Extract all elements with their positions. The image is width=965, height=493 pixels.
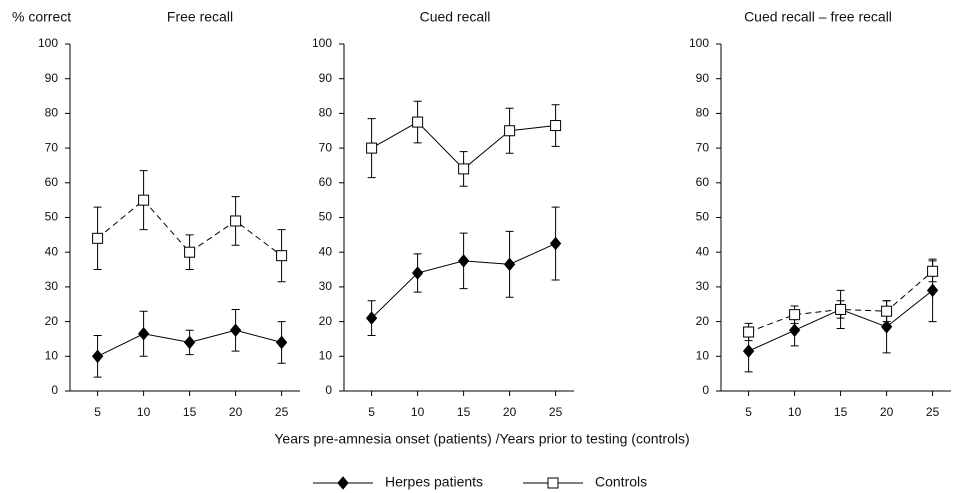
data-point (880, 320, 893, 334)
data-point (926, 283, 939, 298)
data-point (92, 232, 104, 244)
x-tick-label: 20 (880, 405, 894, 419)
y-tick-label: 70 (45, 140, 59, 154)
data-point (742, 344, 755, 358)
y-tick-label: 20 (319, 314, 333, 328)
y-tick-label: 80 (45, 106, 59, 120)
panel-title: Cued recall – free recall (744, 9, 892, 25)
y-tick-label: 10 (45, 348, 59, 362)
x-tick-label: 15 (834, 405, 848, 419)
x-tick-label: 20 (503, 405, 517, 419)
data-point (366, 142, 378, 154)
y-tick-label: 80 (696, 106, 710, 120)
y-tick-label: 0 (702, 383, 709, 397)
legend-label: Herpes patients (385, 474, 483, 490)
y-tick-label: 40 (319, 244, 333, 258)
y-tick-label: 50 (319, 210, 333, 224)
y-tick-label: 10 (696, 348, 710, 362)
y-tick-label: 70 (696, 140, 710, 154)
data-point (184, 246, 196, 258)
data-point (138, 194, 150, 206)
data-point (549, 236, 562, 251)
legend-label: Controls (595, 474, 647, 490)
x-tick-label: 5 (94, 405, 101, 419)
y-tick-label: 40 (696, 244, 710, 258)
data-point (275, 335, 288, 350)
y-tick-label: 20 (696, 314, 710, 328)
data-point (743, 326, 755, 338)
y-tick-label: 90 (45, 71, 59, 85)
x-tick-label: 10 (788, 405, 802, 419)
y-tick-label: 60 (696, 175, 710, 189)
data-point (230, 215, 242, 227)
y-axis-label: % correct (12, 9, 71, 25)
x-tick-label: 25 (275, 405, 289, 419)
data-point (411, 266, 424, 280)
y-tick-label: 0 (325, 383, 332, 397)
data-point (458, 163, 470, 175)
y-tick-label: 60 (319, 175, 333, 189)
x-tick-label: 10 (411, 405, 425, 419)
data-point (503, 257, 516, 272)
data-point (412, 116, 424, 128)
x-tick-label: 5 (368, 405, 375, 419)
y-tick-label: 100 (689, 36, 709, 50)
data-point (183, 335, 196, 350)
y-tick-label: 60 (45, 175, 59, 189)
data-point (91, 349, 104, 364)
panel-title: Free recall (167, 9, 233, 25)
x-tick-label: 25 (926, 405, 940, 419)
data-point (137, 326, 150, 341)
y-tick-label: 30 (696, 279, 710, 293)
y-tick-label: 20 (45, 314, 59, 328)
data-point (550, 120, 562, 132)
data-point (835, 303, 847, 315)
data-point (927, 265, 939, 277)
x-tick-label: 10 (137, 405, 151, 419)
y-tick-label: 0 (51, 383, 58, 397)
data-point (881, 305, 893, 317)
panel-title: Cued recall (420, 9, 491, 25)
x-tick-label: 25 (549, 405, 563, 419)
y-tick-label: 100 (312, 36, 332, 50)
data-point (457, 254, 470, 268)
data-point (365, 311, 378, 325)
y-tick-label: 30 (45, 279, 59, 293)
y-tick-label: 80 (319, 106, 333, 120)
x-tick-label: 5 (745, 405, 752, 419)
data-point (788, 323, 801, 338)
data-point (276, 250, 288, 262)
y-tick-label: 50 (45, 210, 59, 224)
series-line (97, 199, 282, 257)
x-tick-label: 15 (457, 405, 471, 419)
y-tick-label: 90 (696, 71, 710, 85)
data-point (504, 125, 516, 137)
y-tick-label: 50 (696, 210, 710, 224)
data-point (229, 323, 242, 338)
y-tick-label: 100 (38, 36, 58, 50)
x-tick-label: 15 (183, 405, 197, 419)
data-point (789, 309, 801, 321)
y-tick-label: 90 (319, 71, 333, 85)
legend-marker (547, 477, 559, 489)
y-tick-label: 30 (319, 279, 333, 293)
legend-marker (337, 476, 349, 490)
y-tick-label: 40 (45, 244, 59, 258)
y-tick-label: 10 (319, 348, 333, 362)
y-tick-label: 70 (319, 140, 333, 154)
x-axis-label: Years pre-amnesia onset (patients) /Year… (274, 431, 689, 447)
x-tick-label: 20 (229, 405, 243, 419)
